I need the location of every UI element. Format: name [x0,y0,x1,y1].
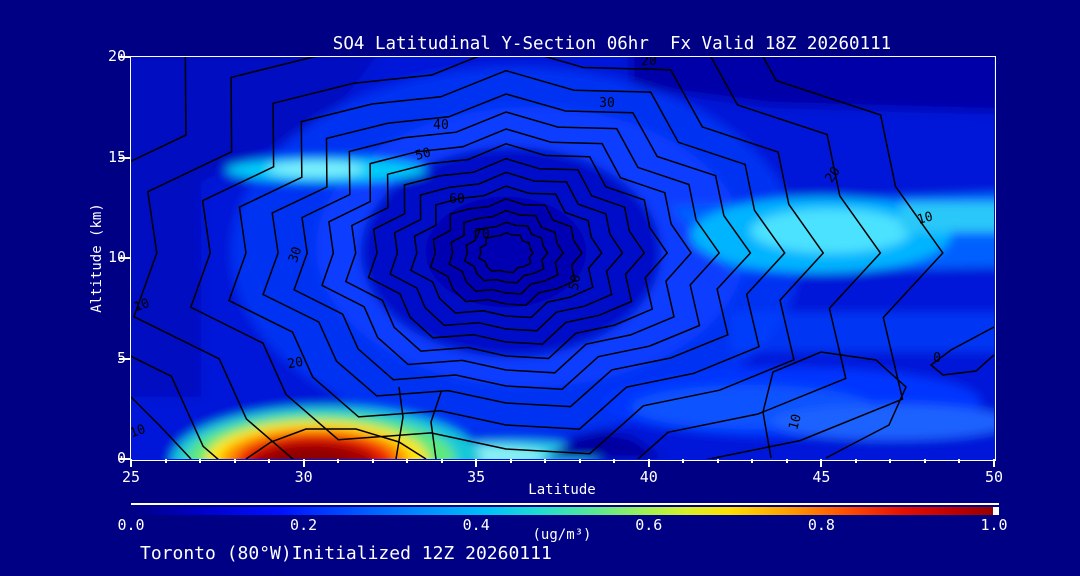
colorbar-gradient [131,507,999,515]
x-major-tick [130,459,132,467]
y-major-tick [119,458,131,460]
y-tick-label: 20 [107,47,126,65]
x-minor-tick [544,459,547,463]
contour-label: 20 [286,354,304,371]
colorbar-units-label: (ug/m³) [532,527,592,543]
contour-label: 30 [599,96,615,111]
contour-label: 20 [641,57,657,69]
y-tick-label: 15 [107,147,126,166]
x-minor-tick [164,459,167,463]
x-minor-tick [923,459,926,463]
contour-label: 60 [449,192,465,207]
x-minor-tick [578,459,581,463]
x-minor-tick [889,459,892,463]
x-tick-label: 35 [467,468,486,486]
x-minor-tick [958,459,961,463]
contour-label: 10 [131,421,148,440]
contour-label: 50 [413,145,432,164]
colorbar-end-cap [993,507,999,515]
contour-label: 10 [915,209,934,228]
x-major-tick [993,459,995,467]
x-minor-tick [440,459,443,463]
contour-label: 70 [474,227,490,242]
x-minor-tick [199,459,202,463]
x-tick-label: 30 [294,468,313,486]
x-minor-tick [854,459,857,463]
x-minor-tick [509,459,512,463]
colorbar-tick-label: 0.4 [462,516,490,534]
x-minor-tick [337,459,340,463]
x-tick-label: 40 [639,468,658,486]
contour-label: 40 [433,118,449,133]
x-major-tick [820,459,823,467]
y-major-tick [119,257,131,259]
contour-label: 10 [131,295,151,314]
x-major-tick [475,459,478,467]
colorbar-tick-label: 1.0 [980,516,1008,534]
plot-frame: 20 30 40 50 60 70 50 30 20 10 20 10 10 10 0 [129,55,996,461]
x-minor-tick [716,459,719,463]
contour-lines [130,56,994,459]
contour-label: 20 [822,164,843,185]
y-tick-label: 5 [116,348,126,367]
x-minor-tick [268,459,271,463]
contour-label: 30 [285,244,304,264]
shaded-field [130,56,994,459]
contour-label: 0 [933,351,941,366]
y-major-tick [119,56,131,58]
x-minor-tick [371,459,374,463]
contour-label: 50 [566,273,583,291]
colorbar-tick-label: 0.2 [290,516,318,534]
colorbar-tick-label: 0.6 [635,516,663,534]
y-major-tick [119,357,131,360]
x-tick-label: 25 [121,468,141,486]
x-tick-label: 45 [812,468,831,486]
x-minor-tick [751,459,754,463]
y-tick-label: 10 [107,248,126,266]
x-minor-tick [613,459,616,463]
x-axis-title: Latitude [528,482,596,498]
colorbar-tick-label: 0.0 [117,516,145,534]
x-minor-tick [785,459,788,463]
colorbar [131,503,999,515]
chart-title: SO4 Latitudinal Y-Section 06hr Fx Valid … [332,34,892,54]
colorbar-tick-label: 0.8 [807,516,835,534]
init-info-text: Toronto (80°W)Initialized 12Z 20260111 [140,543,552,564]
x-minor-tick [682,459,685,463]
x-major-tick [647,459,650,467]
y-major-tick [119,156,131,159]
x-minor-tick [406,459,409,463]
x-minor-tick [233,459,236,463]
x-major-tick [302,459,305,467]
y-tick-label: 0 [116,449,126,467]
contour-label: 10 [786,412,805,431]
x-tick-label: 50 [984,468,1004,486]
